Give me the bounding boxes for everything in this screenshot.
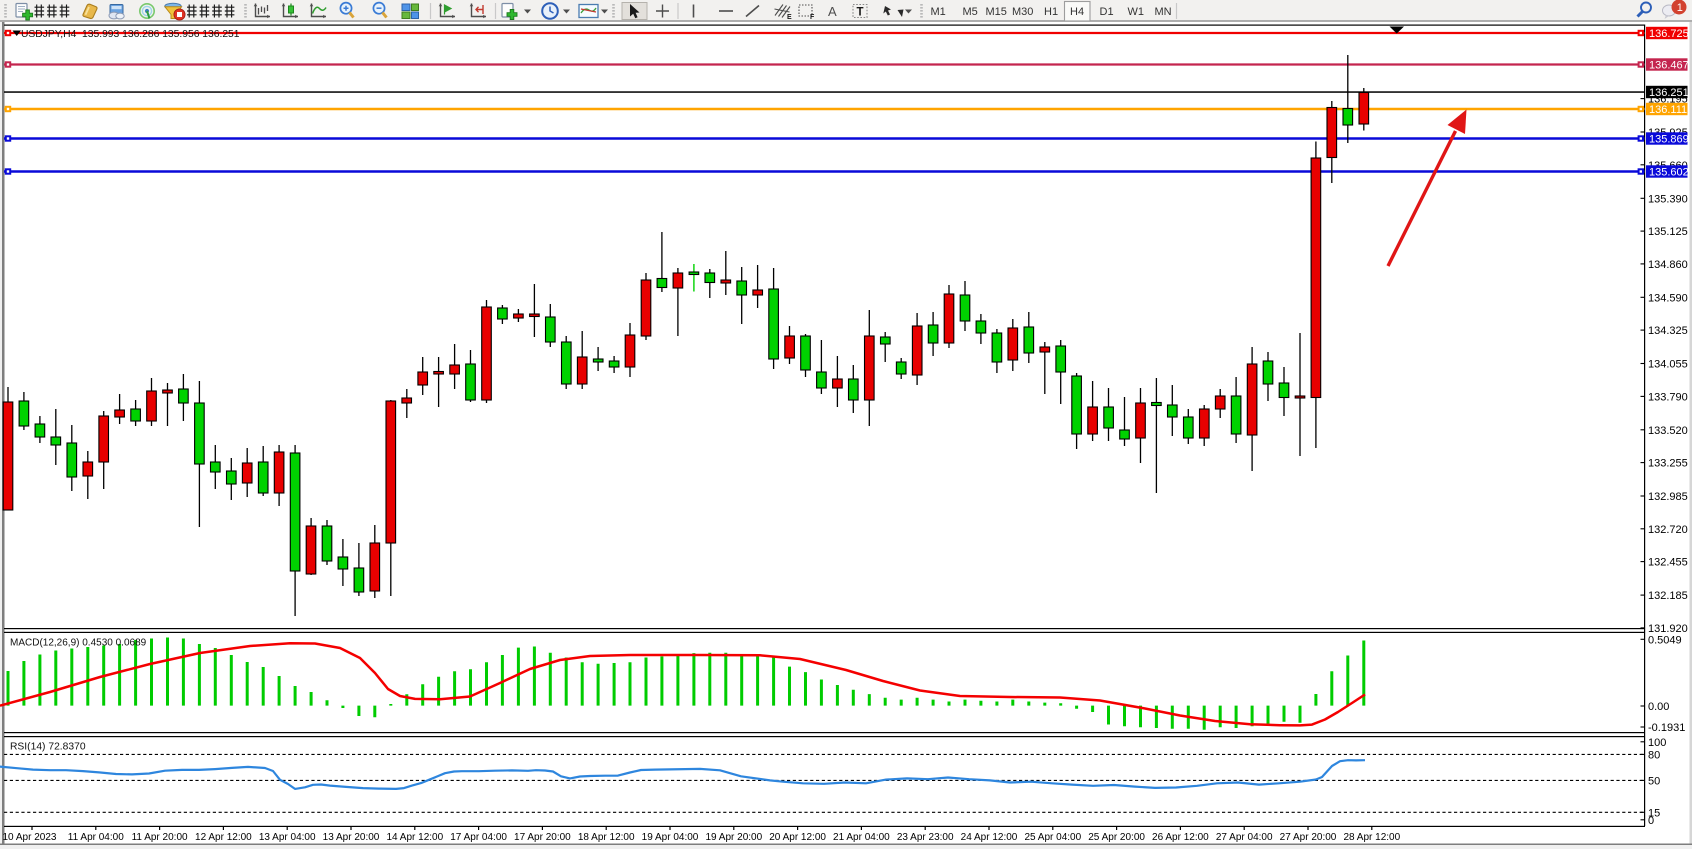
svg-text:80: 80 — [1648, 749, 1660, 761]
svg-text:132.455: 132.455 — [1648, 557, 1688, 569]
svg-text:13 Apr 20:00: 13 Apr 20:00 — [323, 832, 380, 843]
svg-text:13 Apr 04:00: 13 Apr 04:00 — [259, 832, 316, 843]
svg-text:134.325: 134.325 — [1648, 325, 1688, 337]
svg-text:136.467: 136.467 — [1649, 60, 1689, 72]
svg-text:136.251: 136.251 — [1649, 87, 1689, 99]
svg-text:132.985: 132.985 — [1648, 491, 1688, 503]
svg-text:USDJPY,H4 135.993 136.286 135: USDJPY,H4 135.993 136.286 135.956 136.25… — [21, 29, 240, 40]
svg-text:135.125: 135.125 — [1648, 226, 1688, 238]
svg-text:133.520: 133.520 — [1648, 425, 1688, 437]
svg-text:F: F — [810, 14, 815, 21]
svg-text:15: 15 — [1648, 807, 1660, 819]
svg-text:134.590: 134.590 — [1648, 292, 1688, 304]
svg-text:M30: M30 — [1012, 6, 1033, 18]
svg-text:19 Apr 20:00: 19 Apr 20:00 — [705, 832, 762, 843]
svg-text:M15: M15 — [986, 6, 1007, 18]
svg-text:E: E — [787, 14, 792, 21]
svg-text:17 Apr 20:00: 17 Apr 20:00 — [514, 832, 571, 843]
svg-text:-0.1931: -0.1931 — [1648, 722, 1685, 734]
svg-text:133.790: 133.790 — [1648, 391, 1688, 403]
svg-text:0.5049: 0.5049 — [1648, 634, 1682, 646]
svg-text:134.860: 134.860 — [1648, 259, 1688, 271]
svg-text:24 Apr 12:00: 24 Apr 12:00 — [961, 832, 1018, 843]
svg-text:1: 1 — [1677, 2, 1683, 14]
svg-text:19 Apr 04:00: 19 Apr 04:00 — [642, 832, 699, 843]
svg-text:MACD(12,26,9) 0.4530 0.0689: MACD(12,26,9) 0.4530 0.0689 — [10, 638, 147, 649]
svg-text:100: 100 — [1648, 737, 1666, 749]
svg-text:RSI(14) 72.8370: RSI(14) 72.8370 — [10, 742, 86, 753]
svg-text:28 Apr 12:00: 28 Apr 12:00 — [1343, 832, 1400, 843]
svg-text:18 Apr 12:00: 18 Apr 12:00 — [578, 832, 635, 843]
svg-text:27 Apr 20:00: 27 Apr 20:00 — [1280, 832, 1337, 843]
svg-text:M5: M5 — [963, 6, 978, 18]
svg-text:25 Apr 20:00: 25 Apr 20:00 — [1088, 832, 1145, 843]
svg-text:M1: M1 — [931, 6, 946, 18]
svg-text:21 Apr 04:00: 21 Apr 04:00 — [833, 832, 890, 843]
svg-text:20 Apr 12:00: 20 Apr 12:00 — [769, 832, 826, 843]
svg-text:132.720: 132.720 — [1648, 524, 1688, 536]
svg-text:26 Apr 12:00: 26 Apr 12:00 — [1152, 832, 1209, 843]
svg-text:MN: MN — [1155, 6, 1172, 18]
svg-text:23 Apr 23:00: 23 Apr 23:00 — [897, 832, 954, 843]
svg-text:11 Apr 20:00: 11 Apr 20:00 — [132, 832, 188, 843]
svg-text:10 Apr 2023: 10 Apr 2023 — [3, 832, 57, 843]
svg-text:134.055: 134.055 — [1648, 359, 1688, 371]
svg-text:0.00: 0.00 — [1648, 701, 1669, 713]
svg-text:T: T — [857, 7, 864, 19]
svg-text:0: 0 — [1648, 815, 1654, 827]
svg-text:50: 50 — [1648, 775, 1660, 787]
svg-text:17 Apr 04:00: 17 Apr 04:00 — [450, 832, 507, 843]
svg-text:H1: H1 — [1044, 6, 1058, 18]
svg-text:131.920: 131.920 — [1648, 623, 1688, 635]
svg-text:A: A — [828, 4, 837, 19]
svg-text:14 Apr 12:00: 14 Apr 12:00 — [386, 832, 443, 843]
svg-text:11 Apr 04:00: 11 Apr 04:00 — [68, 832, 124, 843]
svg-text:135.869: 135.869 — [1649, 134, 1689, 146]
svg-text:135.602: 135.602 — [1649, 167, 1689, 179]
svg-text:135.390: 135.390 — [1648, 193, 1688, 205]
svg-text:H4: H4 — [1070, 6, 1084, 18]
svg-text:27 Apr 04:00: 27 Apr 04:00 — [1216, 832, 1273, 843]
svg-text:136.111: 136.111 — [1649, 104, 1687, 116]
svg-text:D1: D1 — [1100, 6, 1114, 18]
svg-text:132.185: 132.185 — [1648, 590, 1688, 602]
svg-text:12 Apr 12:00: 12 Apr 12:00 — [195, 832, 252, 843]
svg-text:136.725: 136.725 — [1649, 28, 1689, 40]
svg-text:W1: W1 — [1128, 6, 1145, 18]
svg-text:133.255: 133.255 — [1648, 458, 1688, 470]
svg-text:25 Apr 04:00: 25 Apr 04:00 — [1024, 832, 1081, 843]
